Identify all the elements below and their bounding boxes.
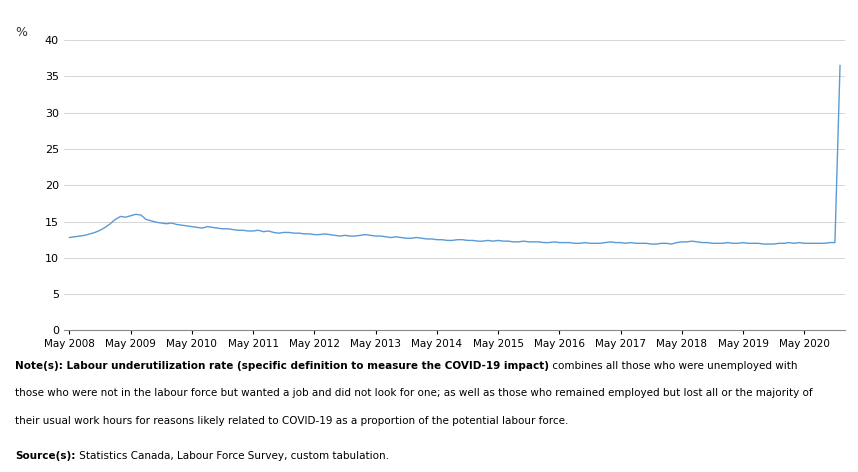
Text: their usual work hours for reasons likely related to COVID-19 as a proportion of: their usual work hours for reasons likel… [15, 416, 569, 426]
Text: %: % [15, 26, 27, 39]
Text: Source(s):: Source(s): [15, 451, 76, 462]
Text: combines all those who were unemployed with: combines all those who were unemployed w… [549, 361, 798, 371]
Text: those who were not in the labour force but wanted a job and did not look for one: those who were not in the labour force b… [15, 388, 813, 398]
Text: Statistics Canada, Labour Force Survey, custom tabulation.: Statistics Canada, Labour Force Survey, … [76, 451, 389, 462]
Text: Note(s): Labour underutilization rate (specific definition to measure the COVID-: Note(s): Labour underutilization rate (s… [15, 361, 549, 371]
